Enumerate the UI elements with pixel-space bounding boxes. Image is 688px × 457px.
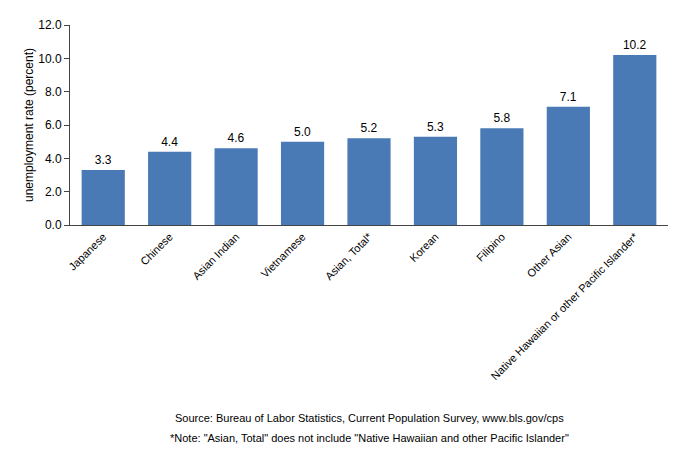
svg-text:10.2: 10.2 [623, 38, 647, 52]
svg-text:3.3: 3.3 [95, 153, 112, 167]
svg-text:2.0: 2.0 [45, 185, 62, 199]
svg-text:5.0: 5.0 [294, 125, 311, 139]
svg-text:unemployment rate (percent): unemployment rate (percent) [22, 48, 36, 202]
svg-text:Korean: Korean [407, 231, 441, 265]
svg-text:Asian, Total*: Asian, Total* [323, 230, 375, 282]
svg-text:Vietnamese: Vietnamese [258, 231, 307, 280]
svg-text:Japanese: Japanese [66, 231, 108, 273]
svg-text:Filipino: Filipino [474, 231, 507, 264]
svg-text:8.0: 8.0 [45, 85, 62, 99]
svg-text:*Note: "Asian, Total" does not: *Note: "Asian, Total" does not include "… [170, 432, 569, 444]
svg-text:Native Hawaiian or other Pacif: Native Hawaiian or other Pacific Islande… [488, 230, 640, 382]
svg-text:4.6: 4.6 [228, 131, 245, 145]
svg-text:5.3: 5.3 [427, 120, 444, 134]
svg-text:7.1: 7.1 [560, 90, 577, 104]
svg-text:0.0: 0.0 [45, 218, 62, 232]
svg-text:10.0: 10.0 [38, 52, 62, 66]
svg-text:4.4: 4.4 [161, 135, 178, 149]
svg-text:Chinese: Chinese [138, 231, 175, 268]
svg-text:Other Asian: Other Asian [525, 231, 574, 280]
svg-text:Asian Indian: Asian Indian [190, 231, 241, 282]
svg-text:5.2: 5.2 [360, 121, 377, 135]
svg-text:4.0: 4.0 [45, 152, 62, 166]
svg-text:6.0: 6.0 [45, 118, 62, 132]
svg-text:Source: Bureau of Labor Statis: Source: Bureau of Labor Statistics, Curr… [175, 412, 564, 424]
svg-text:5.8: 5.8 [493, 111, 510, 125]
svg-text:12.0: 12.0 [38, 18, 62, 32]
